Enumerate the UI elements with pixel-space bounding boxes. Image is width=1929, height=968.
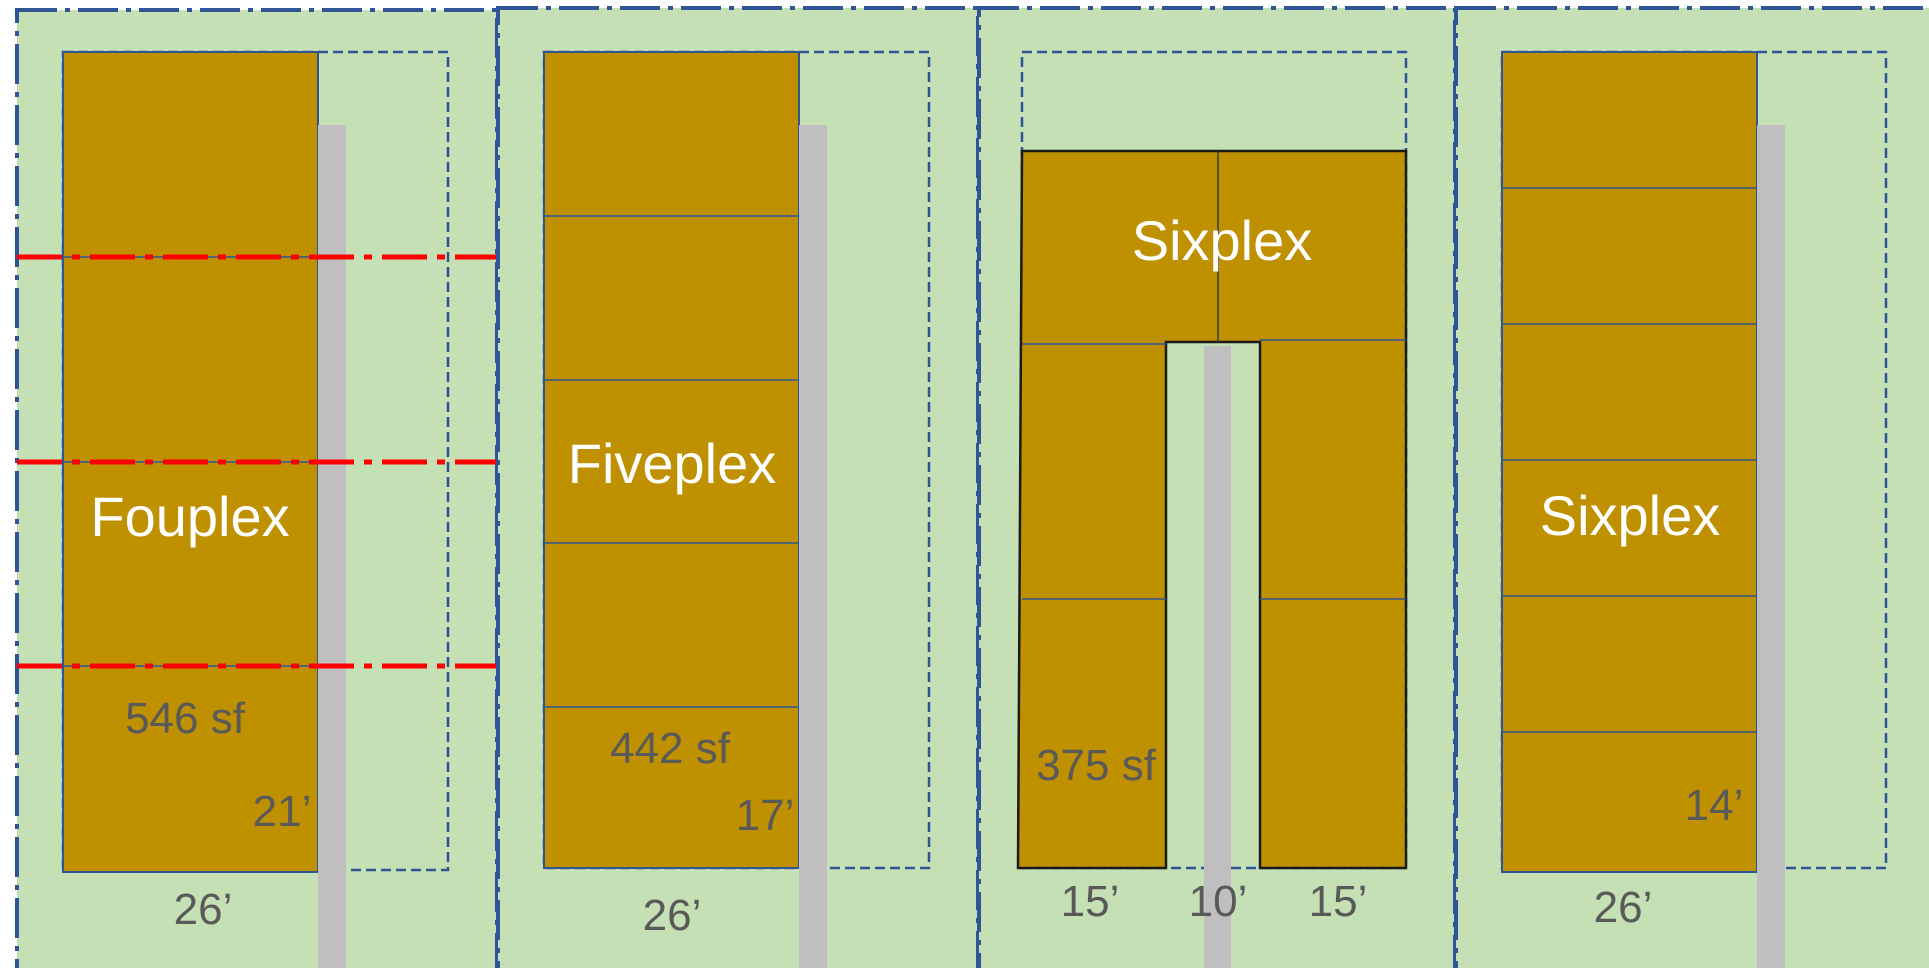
- unit-area-label: 546 sf: [125, 694, 246, 743]
- building-type-label: Sixplex: [1132, 209, 1313, 272]
- lot-fiveplex: Fiveplex 442 sf 17’ 26’: [496, 6, 980, 968]
- courtyard-walkway: [1204, 346, 1231, 968]
- walkway-dimension-label: 17’: [736, 791, 795, 840]
- lot-4-boundary: [1454, 6, 1929, 968]
- walkway-dimension-label: 21’: [253, 787, 312, 836]
- lot-fourplex: Fouplex 546 sf 21’ 26’: [15, 8, 499, 968]
- sixplex-u-building: [1016, 149, 1408, 870]
- courtyard-width-label: 10’: [1189, 877, 1248, 926]
- right-wing-width-label: 15’: [1309, 877, 1368, 926]
- lot-3-boundary: [977, 6, 1457, 968]
- building-width-label: 26’: [1594, 883, 1653, 932]
- lot-sixplex-courtyard: Sixplex 375 sf 15’ 10’ 15’: [977, 6, 1457, 968]
- left-wing-width-label: 15’: [1061, 877, 1120, 926]
- building-width-label: 26’: [643, 891, 702, 940]
- lot-1-boundary: [15, 8, 499, 968]
- lot-2-boundary: [496, 6, 980, 968]
- fiveplex-walkway: [799, 125, 827, 968]
- sixplex-row-walkway: [1757, 125, 1785, 968]
- building-type-label: Fouplex: [90, 485, 289, 548]
- fourplex-walkway: [318, 125, 346, 968]
- sixplex-row-building: [1501, 51, 1758, 873]
- unit-area-label: 442 sf: [610, 724, 731, 773]
- unit-area-label: 375 sf: [1036, 741, 1157, 790]
- lot-sixplex-row: Sixplex 14’ 26’: [1454, 6, 1929, 968]
- building-type-label: Sixplex: [1540, 484, 1721, 547]
- building-type-label: Fiveplex: [568, 432, 777, 495]
- walkway-dimension-label: 14’: [1685, 781, 1744, 830]
- building-width-label: 26’: [174, 885, 233, 934]
- fiveplex-building: [543, 51, 800, 869]
